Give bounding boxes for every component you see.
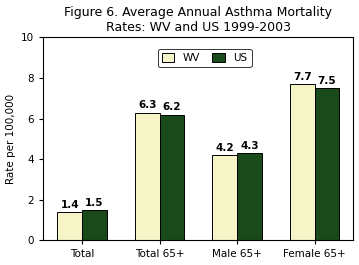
Bar xyxy=(57,212,82,240)
Bar xyxy=(135,113,160,240)
Text: 7.7: 7.7 xyxy=(293,72,312,82)
Legend: WV, US: WV, US xyxy=(158,49,252,67)
Bar xyxy=(212,155,237,240)
Text: 6.3: 6.3 xyxy=(138,100,157,110)
Text: 1.5: 1.5 xyxy=(85,197,104,207)
Bar xyxy=(160,114,185,240)
Bar xyxy=(290,84,314,240)
Bar xyxy=(237,153,262,240)
Text: 6.2: 6.2 xyxy=(163,102,181,112)
Text: 4.2: 4.2 xyxy=(215,143,234,153)
Text: 4.3: 4.3 xyxy=(240,141,259,151)
Bar xyxy=(314,88,339,240)
Text: 1.4: 1.4 xyxy=(60,200,79,210)
Text: 7.5: 7.5 xyxy=(318,76,336,86)
Y-axis label: Rate per 100,000: Rate per 100,000 xyxy=(5,94,15,184)
Title: Figure 6. Average Annual Asthma Mortality
Rates: WV and US 1999-2003: Figure 6. Average Annual Asthma Mortalit… xyxy=(64,6,332,34)
Bar xyxy=(82,210,107,240)
